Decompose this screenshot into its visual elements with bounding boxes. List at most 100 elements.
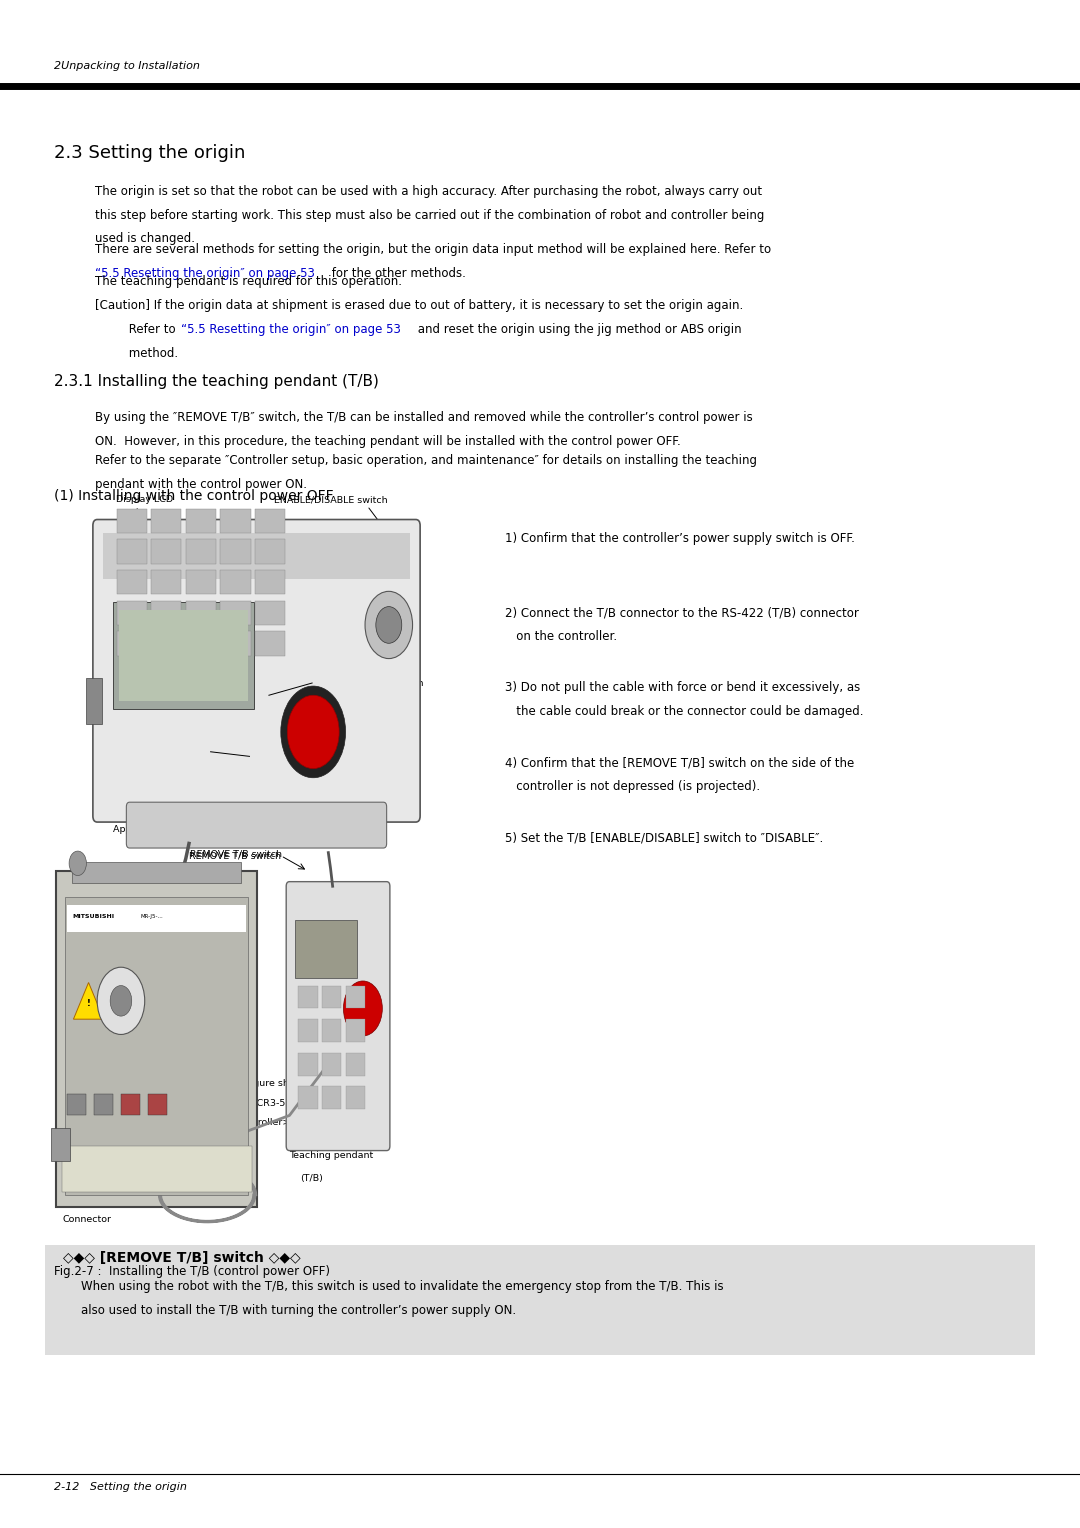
Text: REMOVE T/B switch: REMOVE T/B switch xyxy=(189,851,281,860)
Bar xyxy=(298,1053,318,1076)
Text: 1) Confirm that the controller’s power supply switch is OFF.: 1) Confirm that the controller’s power s… xyxy=(505,532,855,545)
Bar xyxy=(151,509,181,533)
Bar xyxy=(255,509,285,533)
Bar xyxy=(298,1019,318,1042)
Text: this step before starting work. This step must also be carried out if the combin: this step before starting work. This ste… xyxy=(95,209,765,222)
Text: “5.5 Resetting the origin″ on page 53: “5.5 Resetting the origin″ on page 53 xyxy=(180,324,401,336)
Text: for the other methods.: for the other methods. xyxy=(328,267,467,280)
Circle shape xyxy=(69,851,86,876)
Text: ON.  However, in this procedure, the teaching pendant will be installed with the: ON. However, in this procedure, the teac… xyxy=(95,435,680,448)
Bar xyxy=(56,871,257,1207)
Text: There are several methods for setting the origin, but the origin data input meth: There are several methods for setting th… xyxy=(95,243,771,257)
Bar xyxy=(119,610,248,701)
Circle shape xyxy=(376,607,402,643)
Bar xyxy=(117,539,147,564)
Bar xyxy=(346,986,365,1008)
Bar xyxy=(346,1086,365,1109)
Circle shape xyxy=(281,686,346,778)
Text: MITSUBISHI: MITSUBISHI xyxy=(72,914,114,920)
Bar xyxy=(117,631,147,656)
Text: (T/B): (T/B) xyxy=(300,1174,323,1183)
Bar xyxy=(186,539,216,564)
Circle shape xyxy=(343,981,382,1036)
Bar xyxy=(186,601,216,625)
FancyBboxPatch shape xyxy=(286,882,390,1151)
Bar xyxy=(117,570,147,594)
Text: 2.3.1 Installing the teaching pendant (T/B): 2.3.1 Installing the teaching pendant (T… xyxy=(54,374,379,390)
Circle shape xyxy=(97,967,145,1034)
Text: Fig.2-7 :  Installing the T/B (control power OFF): Fig.2-7 : Installing the T/B (control po… xyxy=(54,1265,330,1279)
Text: The teaching pendant is required for this operation.: The teaching pendant is required for thi… xyxy=(95,275,402,289)
Bar xyxy=(117,509,147,533)
Text: <Figure shows: <Figure shows xyxy=(238,1079,307,1088)
Text: ◇◆◇ [REMOVE T/B] switch ◇◆◇: ◇◆◇ [REMOVE T/B] switch ◇◆◇ xyxy=(63,1251,300,1265)
Text: 3) Do not pull the cable with force or bend it excessively, as: 3) Do not pull the cable with force or b… xyxy=(505,681,861,695)
Text: 5) Set the T/B [ENABLE/DISABLE] switch to ″DISABLE″.: 5) Set the T/B [ENABLE/DISABLE] switch t… xyxy=(505,831,824,845)
Bar xyxy=(151,570,181,594)
Text: the cable could break or the connector could be damaged.: the cable could break or the connector c… xyxy=(505,706,864,718)
Text: pendant with the control power ON.: pendant with the control power ON. xyxy=(95,478,307,490)
Bar xyxy=(220,601,251,625)
Bar xyxy=(67,1094,86,1115)
Bar xyxy=(151,631,181,656)
Text: on the controller.: on the controller. xyxy=(505,630,618,643)
Bar xyxy=(346,1019,365,1042)
Text: MR-J5-...: MR-J5-... xyxy=(140,914,163,920)
Text: The origin is set so that the robot can be used with a high accuracy. After purc: The origin is set so that the robot can … xyxy=(95,185,762,199)
Bar xyxy=(45,1245,1035,1355)
Bar xyxy=(255,539,285,564)
Bar xyxy=(255,570,285,594)
Bar xyxy=(322,986,341,1008)
Bar xyxy=(186,631,216,656)
Bar xyxy=(151,539,181,564)
Text: “5.5 Resetting the origin″ on page 53: “5.5 Resetting the origin″ on page 53 xyxy=(95,267,315,280)
Bar xyxy=(121,1094,140,1115)
Text: Display LCD: Display LCD xyxy=(116,495,173,504)
Text: 2.3 Setting the origin: 2.3 Setting the origin xyxy=(54,144,245,162)
Bar xyxy=(65,897,248,1195)
Text: [Caution] If the origin data at shipment is erased due to out of battery, it is : [Caution] If the origin data at shipment… xyxy=(95,299,743,313)
Bar xyxy=(62,1146,252,1192)
Bar xyxy=(67,905,246,932)
Text: controller>: controller> xyxy=(238,1118,291,1128)
Bar xyxy=(113,602,254,709)
Bar xyxy=(255,631,285,656)
Bar xyxy=(72,862,241,883)
Text: Emergency stop switch: Emergency stop switch xyxy=(313,678,423,688)
Text: Appearance of teaching pendant: Appearance of teaching pendant xyxy=(113,825,270,834)
Text: When using the robot with the T/B, this switch is used to invalidate the emergen: When using the robot with the T/B, this … xyxy=(81,1280,724,1294)
Bar xyxy=(94,1094,113,1115)
Bar xyxy=(298,1086,318,1109)
Bar xyxy=(220,509,251,533)
Text: controller is not depressed (is projected).: controller is not depressed (is projecte… xyxy=(505,781,760,793)
Text: 2Unpacking to Installation: 2Unpacking to Installation xyxy=(54,61,200,72)
Text: and reset the origin using the jig method or ABS origin: and reset the origin using the jig metho… xyxy=(414,324,741,336)
Text: (1) Installing with the control power OFF: (1) Installing with the control power OF… xyxy=(54,489,334,503)
Bar xyxy=(220,631,251,656)
Bar xyxy=(346,1053,365,1076)
Bar xyxy=(220,539,251,564)
Bar xyxy=(298,986,318,1008)
Bar xyxy=(322,1086,341,1109)
Bar xyxy=(322,1019,341,1042)
Bar xyxy=(86,678,102,724)
Text: Refer to: Refer to xyxy=(95,324,179,336)
FancyBboxPatch shape xyxy=(126,802,387,848)
Bar xyxy=(186,509,216,533)
Bar xyxy=(103,533,410,579)
Bar xyxy=(255,601,285,625)
Bar xyxy=(51,1128,70,1161)
Text: method.: method. xyxy=(95,347,178,361)
Text: Teaching pendant: Teaching pendant xyxy=(289,1151,374,1160)
Text: Operation keys: Operation keys xyxy=(251,752,323,761)
Polygon shape xyxy=(73,983,104,1019)
Circle shape xyxy=(365,591,413,659)
Bar xyxy=(295,920,357,978)
Bar xyxy=(151,601,181,625)
Circle shape xyxy=(110,986,132,1016)
Text: REMOVE T/B switch: REMOVE T/B switch xyxy=(190,850,282,859)
Bar xyxy=(117,601,147,625)
Text: the CR3-535M: the CR3-535M xyxy=(238,1099,306,1108)
Text: By using the ″REMOVE T/B″ switch, the T/B can be installed and removed while the: By using the ″REMOVE T/B″ switch, the T/… xyxy=(95,411,753,425)
Text: Connector: Connector xyxy=(63,1215,111,1224)
